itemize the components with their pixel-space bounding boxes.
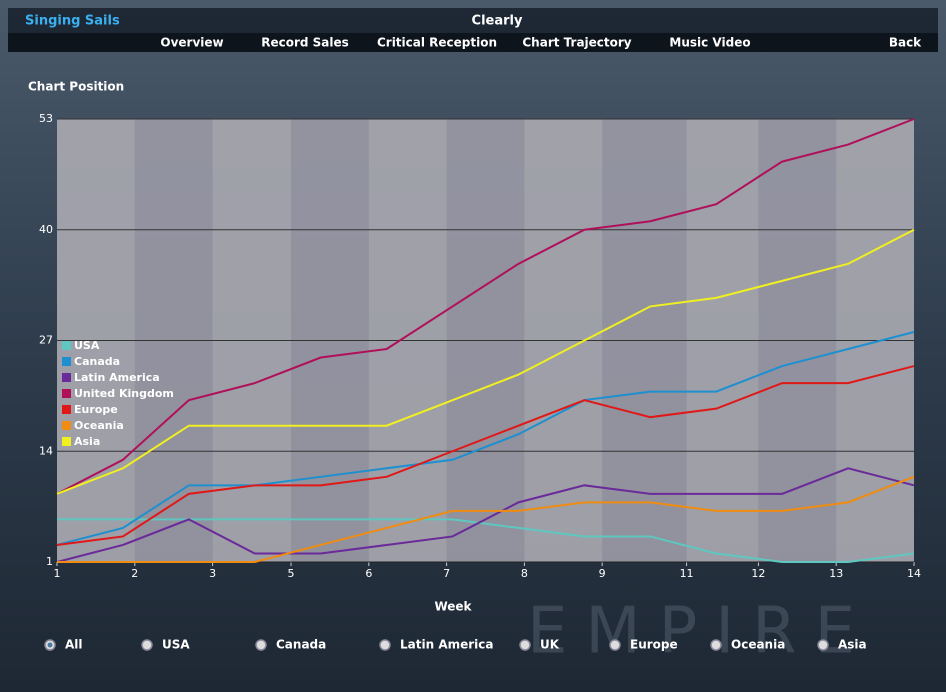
series-line [57,475,915,563]
legend-label: USA [74,339,100,352]
legend-label: Europe [74,403,118,416]
y-tick-label: 53 [39,112,53,125]
nav-item[interactable]: Record Sales [261,36,349,50]
y-tick-label: 27 [39,334,53,347]
legend-swatch [62,389,71,398]
legend-label: Oceania [74,419,124,432]
y-tick-label: 40 [39,223,53,236]
x-tick-label: 2 [131,567,138,580]
nav-item[interactable]: Critical Reception [377,36,497,50]
series-line [56,228,915,495]
radio-label[interactable]: Oceania [731,638,785,652]
x-tick-label: 3 [209,567,216,580]
radio-button[interactable] [609,639,621,651]
legend-swatch [62,421,71,430]
x-tick-label: 7 [443,567,450,580]
x-tick-label: 12 [751,567,765,580]
x-axis-title: Week [434,600,472,614]
y-axis-title: Chart Position [28,80,124,94]
radio-button[interactable] [255,639,267,651]
logo: EMPIRE [527,595,873,669]
x-tick-label: 6 [365,567,372,580]
series-line [56,467,915,563]
legend-swatch [62,357,71,366]
legend-label: Canada [74,355,120,368]
radio-button[interactable] [817,639,829,651]
nav-item[interactable]: Overview [160,36,223,50]
radio-label[interactable]: All [65,638,83,652]
y-tick-label: 14 [39,444,53,457]
legend-label: Latin America [74,371,160,384]
series-line [56,118,915,495]
series-line [57,518,915,563]
nav-item[interactable]: Music Video [669,36,750,50]
artist-name: Singing Sails [25,14,120,29]
nav-bar [8,33,938,52]
radio-button[interactable] [519,639,531,651]
x-tick-label: 8 [521,567,528,580]
series-line [56,365,915,546]
radio-button[interactable] [379,639,391,651]
legend-swatch [62,373,71,382]
series-line [56,331,915,546]
radio-label[interactable]: USA [162,638,190,652]
radio-label[interactable]: Asia [838,638,867,652]
nav-item[interactable]: Chart Trajectory [522,36,631,50]
x-tick-label: 13 [829,567,843,580]
x-tick-label: 11 [680,567,694,580]
legend-label: United Kingdom [74,387,174,400]
radio-dot [47,642,53,648]
x-tick-label: 5 [288,567,295,580]
radio-button[interactable] [141,639,153,651]
y-tick-label: 1 [46,555,53,568]
radio-label[interactable]: UK [540,638,560,652]
legend-swatch [62,341,71,350]
legend-swatch [62,405,71,414]
radio-button[interactable] [710,639,722,651]
legend-swatch [62,437,71,446]
song-title: Clearly [472,14,523,29]
nav-item[interactable]: Back [889,36,922,50]
radio-label[interactable]: Latin America [400,638,494,652]
radio-label[interactable]: Europe [630,638,678,652]
x-tick-label: 14 [907,567,921,580]
x-tick-label: 9 [599,567,606,580]
legend-label: Asia [74,435,100,448]
radio-label[interactable]: Canada [276,638,326,652]
x-tick-label: 1 [54,567,61,580]
